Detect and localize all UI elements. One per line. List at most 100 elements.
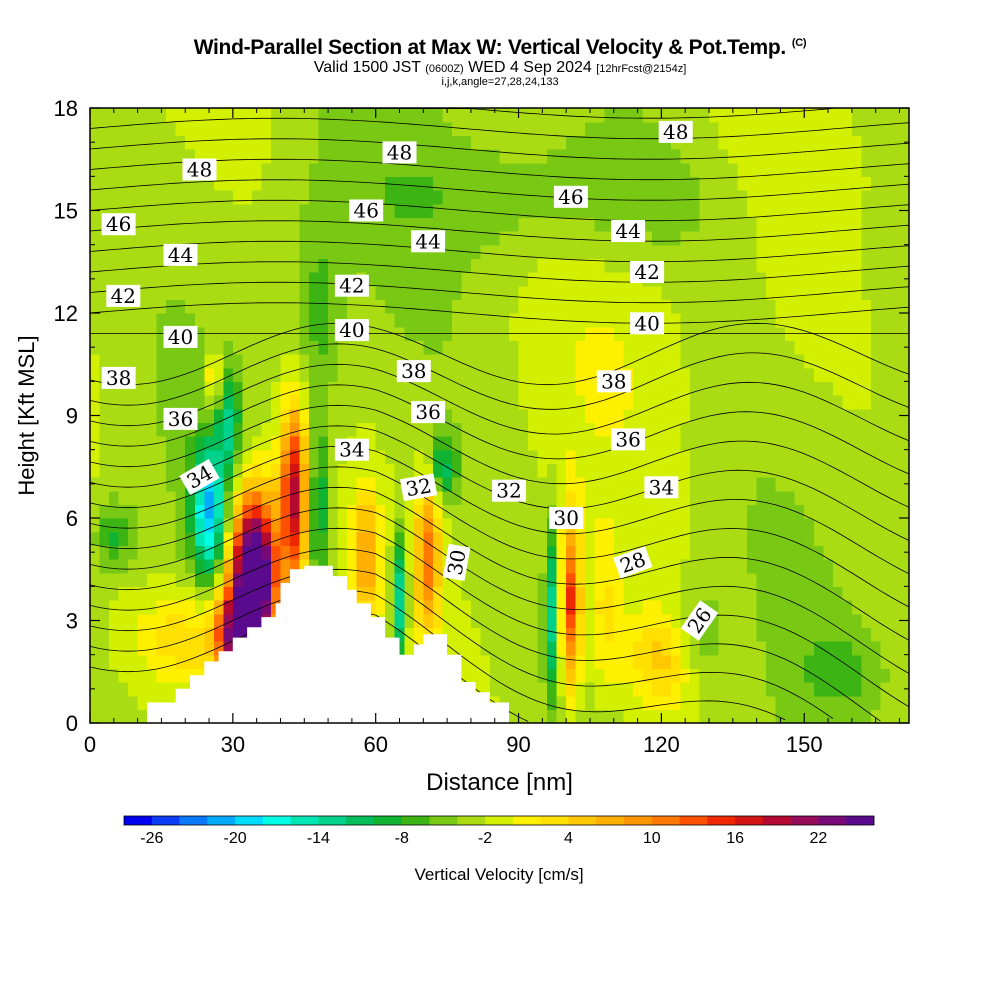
velocity-cell xyxy=(547,654,558,669)
velocity-cell xyxy=(870,149,882,164)
velocity-cell xyxy=(785,463,796,478)
velocity-cell xyxy=(270,572,282,587)
velocity-cell xyxy=(413,586,424,601)
velocity-cell xyxy=(566,108,577,123)
velocity-cell xyxy=(689,422,701,437)
velocity-cell xyxy=(756,408,767,423)
velocity-cell xyxy=(99,531,110,546)
velocity-cell xyxy=(356,367,367,382)
velocity-cell xyxy=(232,244,243,259)
velocity-cell xyxy=(832,477,843,492)
velocity-cell xyxy=(194,244,205,259)
velocity-cell xyxy=(537,108,548,123)
velocity-cell xyxy=(223,477,234,492)
velocity-cell xyxy=(756,367,767,382)
velocity-cell xyxy=(147,518,158,533)
velocity-cell xyxy=(756,559,767,574)
velocity-cell xyxy=(394,545,405,560)
velocity-cell xyxy=(213,190,224,205)
velocity-cell xyxy=(547,258,558,273)
velocity-cell xyxy=(728,203,739,218)
velocity-cell xyxy=(90,449,101,464)
velocity-cell xyxy=(737,613,748,628)
velocity-cell xyxy=(842,504,853,519)
velocity-cell xyxy=(604,121,615,136)
velocity-cell xyxy=(747,586,758,601)
velocity-cell xyxy=(842,299,853,314)
velocity-cell xyxy=(575,531,586,546)
velocity-cell xyxy=(499,668,510,683)
velocity-cell xyxy=(356,477,367,492)
velocity-cell xyxy=(375,121,386,136)
velocity-cell xyxy=(280,545,291,560)
velocity-cell xyxy=(99,586,110,601)
title-main-text: Wind-Parallel Section at Max W: Vertical… xyxy=(193,36,787,59)
velocity-cell xyxy=(680,395,691,410)
velocity-cell xyxy=(528,244,539,259)
velocity-cell xyxy=(394,408,405,423)
velocity-cell xyxy=(889,545,901,560)
velocity-cell xyxy=(309,354,320,369)
velocity-cell xyxy=(699,121,710,136)
velocity-cell xyxy=(594,285,605,300)
velocity-cell xyxy=(489,600,501,615)
velocity-cell xyxy=(756,545,767,560)
velocity-cell xyxy=(204,477,215,492)
velocity-cell xyxy=(99,162,110,177)
velocity-cell xyxy=(832,190,843,205)
velocity-cell xyxy=(642,668,653,683)
velocity-cell xyxy=(489,108,501,123)
velocity-cell xyxy=(309,449,320,464)
velocity-cell xyxy=(175,217,186,232)
x-tick-label: 120 xyxy=(643,732,680,757)
velocity-cell xyxy=(166,313,177,328)
velocity-cell xyxy=(270,545,282,560)
velocity-cell xyxy=(775,258,786,273)
velocity-cell xyxy=(204,572,215,587)
velocity-cell xyxy=(651,668,662,683)
velocity-cell xyxy=(261,367,272,382)
velocity-cell xyxy=(518,381,529,396)
velocity-cell xyxy=(99,354,110,369)
velocity-cell xyxy=(689,299,701,314)
velocity-cell xyxy=(147,531,158,546)
velocity-cell xyxy=(470,381,482,396)
velocity-cell xyxy=(423,463,434,478)
velocity-cell xyxy=(766,504,777,519)
velocity-cell xyxy=(166,381,177,396)
colorbar-tick-label: -26 xyxy=(140,830,163,847)
velocity-cell xyxy=(670,217,682,232)
velocity-cell xyxy=(289,190,301,205)
velocity-cell xyxy=(299,108,310,123)
velocity-cell xyxy=(651,176,662,191)
velocity-cell xyxy=(870,381,882,396)
velocity-cell xyxy=(642,408,653,423)
velocity-cell xyxy=(356,244,367,259)
velocity-cell xyxy=(899,709,910,724)
velocity-cell xyxy=(575,217,586,232)
velocity-cell xyxy=(289,258,301,273)
velocity-cell xyxy=(461,340,472,355)
velocity-cell xyxy=(280,190,291,205)
colorbar-swatch xyxy=(707,816,736,825)
velocity-cell xyxy=(232,381,243,396)
velocity-cell xyxy=(880,176,891,191)
velocity-cell xyxy=(775,682,786,697)
velocity-cell xyxy=(651,340,662,355)
velocity-cell xyxy=(270,559,282,574)
velocity-cell xyxy=(851,531,862,546)
velocity-cell xyxy=(623,586,634,601)
velocity-cell xyxy=(280,518,291,533)
velocity-cell xyxy=(404,340,415,355)
velocity-cell xyxy=(90,313,101,328)
velocity-cell xyxy=(737,695,748,710)
velocity-cell xyxy=(566,586,577,601)
velocity-cell xyxy=(813,695,824,710)
velocity-cell xyxy=(632,627,643,642)
velocity-cell xyxy=(699,422,710,437)
velocity-cell xyxy=(366,162,377,177)
velocity-cell xyxy=(689,367,701,382)
velocity-cell xyxy=(242,600,253,615)
velocity-cell xyxy=(461,231,472,246)
velocity-cell xyxy=(709,217,720,232)
